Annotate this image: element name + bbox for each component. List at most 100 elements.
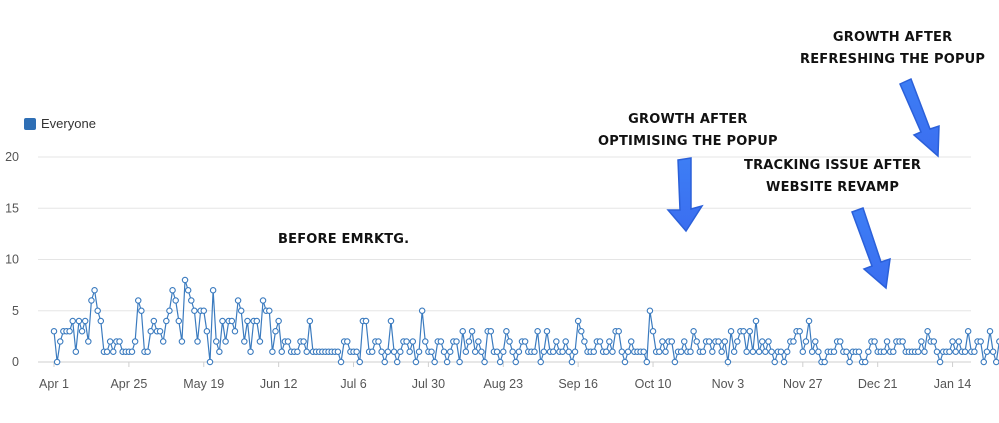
data-point[interactable] [387,317,395,325]
data-point[interactable] [397,348,404,355]
data-point[interactable] [924,327,931,335]
data-point[interactable] [231,327,239,335]
data-point[interactable] [618,348,626,355]
data-point[interactable] [378,348,385,355]
data-point[interactable] [955,338,963,345]
data-point[interactable] [992,358,999,366]
data-point[interactable] [362,317,370,325]
data-point[interactable] [752,317,760,325]
data-point[interactable] [206,358,214,366]
data-point[interactable] [512,358,520,366]
data-point[interactable] [409,338,417,345]
data-point[interactable] [765,338,772,345]
data-point[interactable] [163,317,170,325]
data-point[interactable] [843,348,850,355]
data-point[interactable] [234,297,242,304]
data-point[interactable] [749,348,757,355]
data-point[interactable] [334,348,342,355]
data-point[interactable] [478,348,485,355]
data-point[interactable] [134,297,142,304]
data-point[interactable] [808,348,816,355]
data-point[interactable] [746,327,754,335]
data-point[interactable] [606,338,613,345]
data-point[interactable] [624,348,632,355]
data-point[interactable] [144,348,151,355]
data-point[interactable] [537,358,544,366]
data-point[interactable] [437,338,445,345]
data-point[interactable] [147,327,154,335]
data-point[interactable] [718,348,725,355]
data-point[interactable] [783,348,791,355]
data-point[interactable] [403,338,410,345]
data-point[interactable] [762,348,769,355]
data-point[interactable] [75,317,83,325]
data-point[interactable] [705,338,713,345]
data-point[interactable] [952,348,959,355]
data-point[interactable] [50,327,58,335]
data-point[interactable] [899,338,906,345]
data-point[interactable] [880,348,888,355]
data-point[interactable] [649,327,657,335]
data-point[interactable] [790,338,797,345]
data-point[interactable] [203,327,211,335]
data-point[interactable] [219,317,226,325]
data-point[interactable] [209,286,217,294]
data-point[interactable] [56,338,64,345]
data-point[interactable] [500,348,507,355]
data-point[interactable] [303,348,310,355]
data-point[interactable] [94,307,101,314]
data-point[interactable] [571,348,579,355]
data-point[interactable] [475,338,482,345]
data-point[interactable] [412,358,420,366]
data-point[interactable] [159,338,167,345]
data-point[interactable] [194,338,201,345]
data-point[interactable] [531,348,538,355]
data-point[interactable] [72,348,80,355]
data-point[interactable] [493,348,501,355]
data-point[interactable] [621,358,629,366]
data-point[interactable] [553,338,560,345]
data-point[interactable] [431,358,438,366]
data-point[interactable] [961,348,969,355]
data-point[interactable] [393,358,401,366]
data-point[interactable] [241,338,248,345]
data-point[interactable] [384,348,392,355]
data-point[interactable] [275,317,282,325]
data-point[interactable] [933,348,941,355]
data-point[interactable] [565,348,573,355]
data-point[interactable] [755,348,763,355]
data-point[interactable] [836,338,844,345]
data-point[interactable] [184,286,192,294]
data-point[interactable] [643,358,651,366]
data-point[interactable] [724,358,732,366]
data-point[interactable] [780,358,788,366]
data-point[interactable] [640,348,647,355]
data-point[interactable] [259,297,267,304]
data-point[interactable] [946,348,953,355]
data-point[interactable] [521,338,529,345]
data-point[interactable] [646,307,654,314]
data-point[interactable] [216,348,223,355]
data-point[interactable] [812,338,819,345]
data-point[interactable] [983,348,991,355]
data-point[interactable] [110,348,117,355]
data-point[interactable] [677,348,685,355]
data-point[interactable] [890,348,897,355]
data-point[interactable] [914,348,922,355]
data-point[interactable] [237,307,245,314]
data-point[interactable] [272,327,279,335]
data-point[interactable] [181,276,189,284]
data-point[interactable] [715,338,722,345]
data-point[interactable] [503,327,510,335]
data-point[interactable] [709,348,716,355]
data-point[interactable] [356,358,364,366]
data-point[interactable] [244,317,251,325]
data-point[interactable] [440,348,448,355]
data-point[interactable] [381,358,388,366]
data-point[interactable] [949,338,956,345]
data-point[interactable] [459,327,466,335]
data-point[interactable] [166,307,173,314]
data-point[interactable] [680,338,688,345]
data-point[interactable] [980,358,988,366]
data-point[interactable] [222,338,229,345]
